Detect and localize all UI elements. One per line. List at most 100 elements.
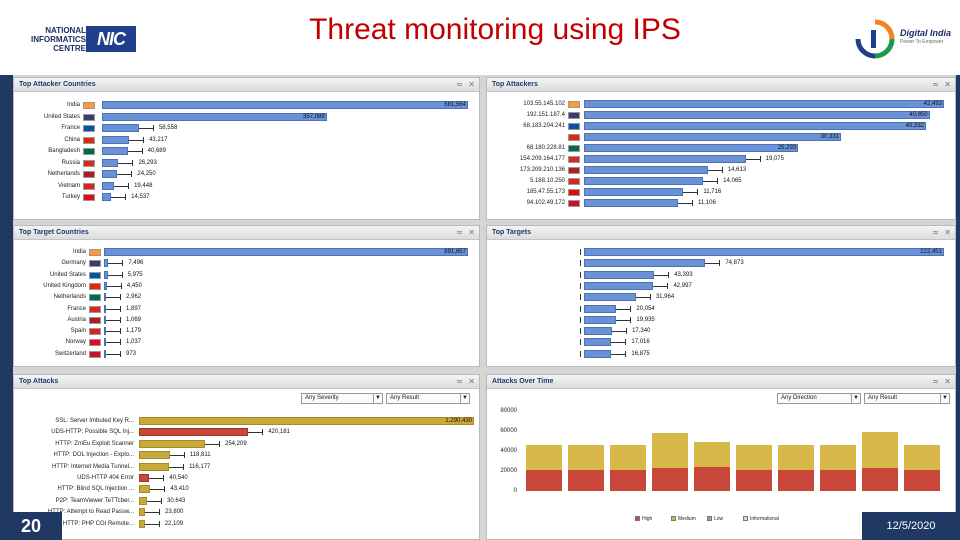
bar-label: Austria [67, 316, 86, 323]
panel-title: Top Target Countries [19, 229, 89, 236]
target-marker-icon [580, 305, 581, 312]
bar-row: 103.55.145.102 42,493 [487, 99, 955, 109]
bar-label: Vietnam [58, 182, 80, 189]
error-whisker [106, 353, 120, 355]
bar [584, 270, 655, 279]
target-marker-icon [580, 282, 581, 289]
legend-item: Medium [671, 516, 696, 523]
flag-icon [89, 271, 101, 279]
panel-top-attackers: Top Attackers ≈ ✕ 103.55.145.102 42,493 19… [486, 77, 956, 220]
direction-filter-select[interactable]: Any Direction ▼ [777, 393, 861, 404]
column-segment-medium [778, 445, 814, 470]
bar-value: 17,016 [631, 339, 650, 346]
bar-row: 94.102.49.172 11,106 [487, 198, 955, 208]
error-whisker [745, 159, 760, 160]
flag-icon [83, 136, 95, 144]
error-whisker [138, 128, 153, 129]
error-whisker-cap [120, 305, 121, 312]
error-whisker-cap [141, 148, 143, 154]
bar [139, 485, 151, 494]
collapse-icon[interactable]: ≈ [932, 80, 939, 89]
error-whisker-cap [697, 189, 699, 195]
bar [102, 170, 118, 178]
error-whisker-cap [717, 178, 719, 184]
chevron-down-icon: ▼ [940, 394, 949, 403]
error-whisker [114, 185, 129, 187]
bar-label: UDS-HTTP: Possible SQL Inj... [51, 429, 134, 436]
flag-icon [568, 134, 580, 141]
bar-label: Spain [70, 328, 86, 335]
error-whisker-cap [131, 171, 133, 177]
error-whisker-cap [143, 136, 145, 143]
bar [584, 100, 944, 108]
y-axis-tick-label: 60000 [500, 428, 517, 434]
bar-label: HTTP: DOL Injection - Explo... [53, 452, 134, 459]
close-icon[interactable]: ✕ [468, 377, 475, 386]
severity-filter-select[interactable]: Any Severity ▼ [301, 393, 383, 404]
collapse-icon[interactable]: ≈ [932, 377, 939, 386]
bar [584, 166, 708, 174]
bar [104, 349, 106, 358]
flag-icon [568, 156, 580, 163]
panel-top-target-countries: Top Target Countries ≈ ✕ India 891,657 Ger… [13, 225, 480, 367]
error-whisker [129, 139, 144, 141]
panel-title: Top Attacker Countries [19, 81, 96, 88]
error-whisker [106, 319, 120, 321]
bar-row: Switzerland 973 [14, 349, 479, 359]
chevron-down-icon: ▼ [373, 394, 382, 403]
close-icon[interactable]: ✕ [944, 377, 951, 386]
bar-row: UDS-HTTP 404 Error 40,540 [14, 473, 479, 483]
error-whisker-cap [262, 429, 264, 436]
legend-label: High [642, 516, 653, 522]
bar-value: 11,106 [697, 200, 716, 206]
error-whisker [169, 455, 184, 457]
bar-label: France [67, 305, 86, 312]
collapse-icon[interactable]: ≈ [932, 228, 939, 237]
result-filter-select[interactable]: Any Result ▼ [386, 393, 470, 404]
target-marker-icon [580, 350, 581, 357]
close-icon[interactable]: ✕ [944, 80, 951, 89]
bar-row: 154.209.164.177 19,075 [487, 154, 955, 164]
flag-icon [83, 182, 95, 190]
collapse-icon[interactable]: ≈ [456, 228, 463, 237]
bar-label: HTTP: ZmEu Exploit Scanner [55, 440, 134, 447]
error-whisker-cap [183, 452, 185, 459]
close-icon[interactable]: ✕ [468, 228, 475, 237]
flag-icon [83, 148, 95, 155]
collapse-icon[interactable]: ≈ [456, 377, 463, 386]
result-filter-select[interactable]: Any Result ▼ [864, 393, 950, 404]
error-whisker-cap [630, 305, 632, 312]
column-segment-medium [736, 445, 772, 470]
bar [584, 188, 684, 196]
bar [584, 248, 944, 256]
bar-row: Russia 26,293 [14, 158, 479, 168]
column-segment-medium [820, 445, 856, 470]
collapse-icon[interactable]: ≈ [456, 80, 463, 89]
close-icon[interactable]: ✕ [944, 228, 951, 237]
bar [102, 101, 468, 109]
flag-icon [568, 178, 580, 185]
bar-value: 2,962 [126, 294, 142, 301]
bar [139, 428, 249, 437]
nic-logo: NIC [86, 26, 136, 52]
severity-filter-value: Any Severity [305, 395, 339, 401]
flag-icon [83, 194, 95, 201]
error-whisker [169, 466, 184, 468]
bar-label: HTTP: Attempt to Read Passw... [47, 509, 134, 516]
error-whisker [106, 331, 120, 333]
bar-row: 5.188.10.250 14,065 [487, 176, 955, 186]
column-segment-high [736, 470, 772, 491]
nic-logo-text: NATIONAL INFORMATICS CENTRE [31, 26, 86, 53]
panel-top-attacks: Top Attacks ≈ ✕ Any Severity ▼ Any Resul… [13, 374, 480, 540]
error-whisker [616, 308, 631, 310]
legend-item: Informational [743, 516, 779, 523]
error-whisker-cap [667, 282, 669, 289]
error-whisker-cap [120, 294, 122, 301]
bar-row: Spain 1,179 [14, 326, 479, 336]
flag-icon [83, 125, 95, 132]
bar [584, 338, 612, 347]
error-whisker [707, 170, 722, 171]
close-icon[interactable]: ✕ [468, 80, 475, 89]
bar-value: 25,293 [777, 145, 797, 151]
bar-value: 1,179 [126, 328, 142, 335]
